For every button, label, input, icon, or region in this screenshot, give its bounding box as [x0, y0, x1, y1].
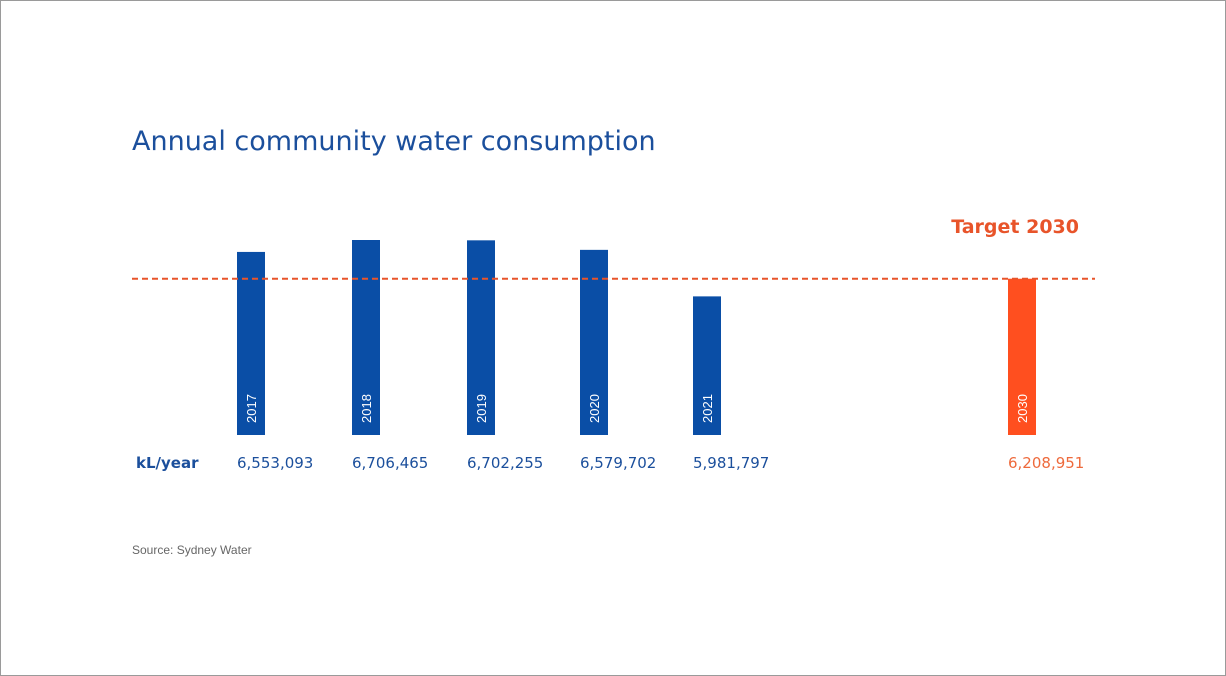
target-label: Target 2030	[951, 216, 1079, 238]
value-labels-group: 6,553,093 6,706,465 6,702,255 6,579,702 5,98…	[237, 454, 1084, 472]
value-label-2017: 6,553,093	[237, 454, 313, 472]
bar-2030	[1008, 278, 1036, 435]
bar-2018	[352, 240, 380, 435]
bar-year-label-2017: 2017	[244, 394, 259, 423]
bar-year-label-2020: 2020	[587, 394, 602, 423]
value-label-2021: 5,981,797	[693, 454, 769, 472]
chart-title: Annual community water consumption	[132, 126, 656, 157]
unit-label: kL/year	[136, 454, 199, 472]
bar-year-label-2021: 2021	[700, 394, 715, 423]
bars-group: 2017 2018 2019 2020 2021 2030	[237, 240, 1036, 435]
value-label-2018: 6,706,465	[352, 454, 428, 472]
bar-2017	[237, 251, 265, 435]
bar-year-label-2030: 2030	[1015, 394, 1030, 423]
value-label-2020: 6,579,702	[580, 454, 656, 472]
bar-2020	[580, 249, 608, 435]
source-note: Source: Sydney Water	[132, 543, 252, 557]
bar-year-label-2019: 2019	[474, 394, 489, 423]
value-label-2030: 6,208,951	[1008, 454, 1084, 472]
bar-year-label-2018: 2018	[359, 394, 374, 423]
value-label-2019: 6,702,255	[467, 454, 543, 472]
bar-2019	[467, 240, 495, 435]
bar-2021	[693, 296, 721, 435]
